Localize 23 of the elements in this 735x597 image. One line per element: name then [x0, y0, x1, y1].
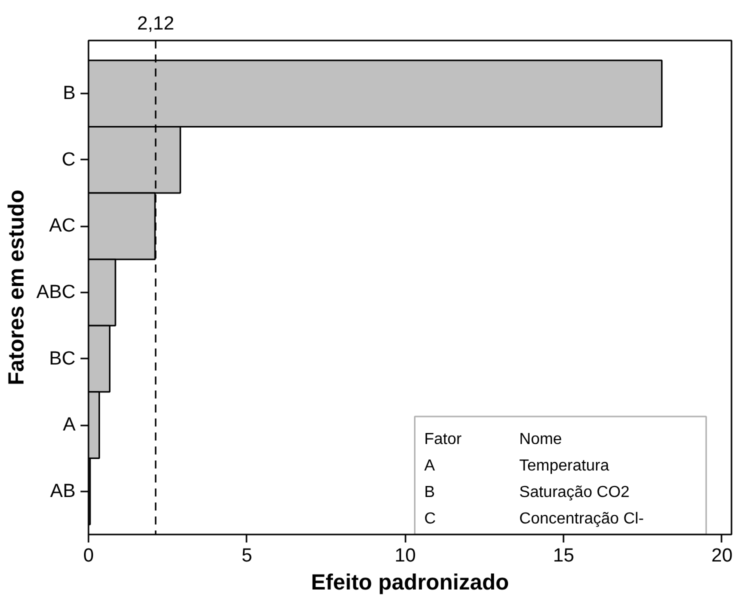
- y-tick-label: AB: [50, 480, 76, 502]
- x-tick-label: 20: [711, 546, 733, 566]
- y-tick-label: AC: [49, 216, 76, 237]
- annotation: Fator: [424, 431, 462, 448]
- annotation: B: [424, 484, 435, 502]
- y-tick-label: C: [62, 149, 76, 170]
- x-tick-label: 5: [242, 546, 252, 566]
- x-tick-label: 15: [553, 546, 574, 566]
- annotation: Saturação CO2: [519, 484, 630, 502]
- annotation: Temperatura: [519, 458, 610, 475]
- y-axis-title: Fatores em estudo: [3, 190, 28, 386]
- ref-line-label: 2,12: [137, 14, 174, 34]
- annotation: Nome: [519, 431, 562, 448]
- y-tick-label: BC: [49, 348, 76, 370]
- x-tick-label: 0: [83, 546, 94, 566]
- annotation: Concentração Cl-: [519, 510, 644, 528]
- x-axis-title: Efeito padronizado: [311, 570, 509, 594]
- y-tick-label: ABC: [36, 282, 76, 303]
- annotation: A: [424, 458, 436, 475]
- x-tick-label: 10: [394, 546, 416, 566]
- annotation: C: [424, 510, 436, 528]
- y-tick-label: B: [62, 83, 76, 104]
- y-tick-label: A: [62, 414, 76, 436]
